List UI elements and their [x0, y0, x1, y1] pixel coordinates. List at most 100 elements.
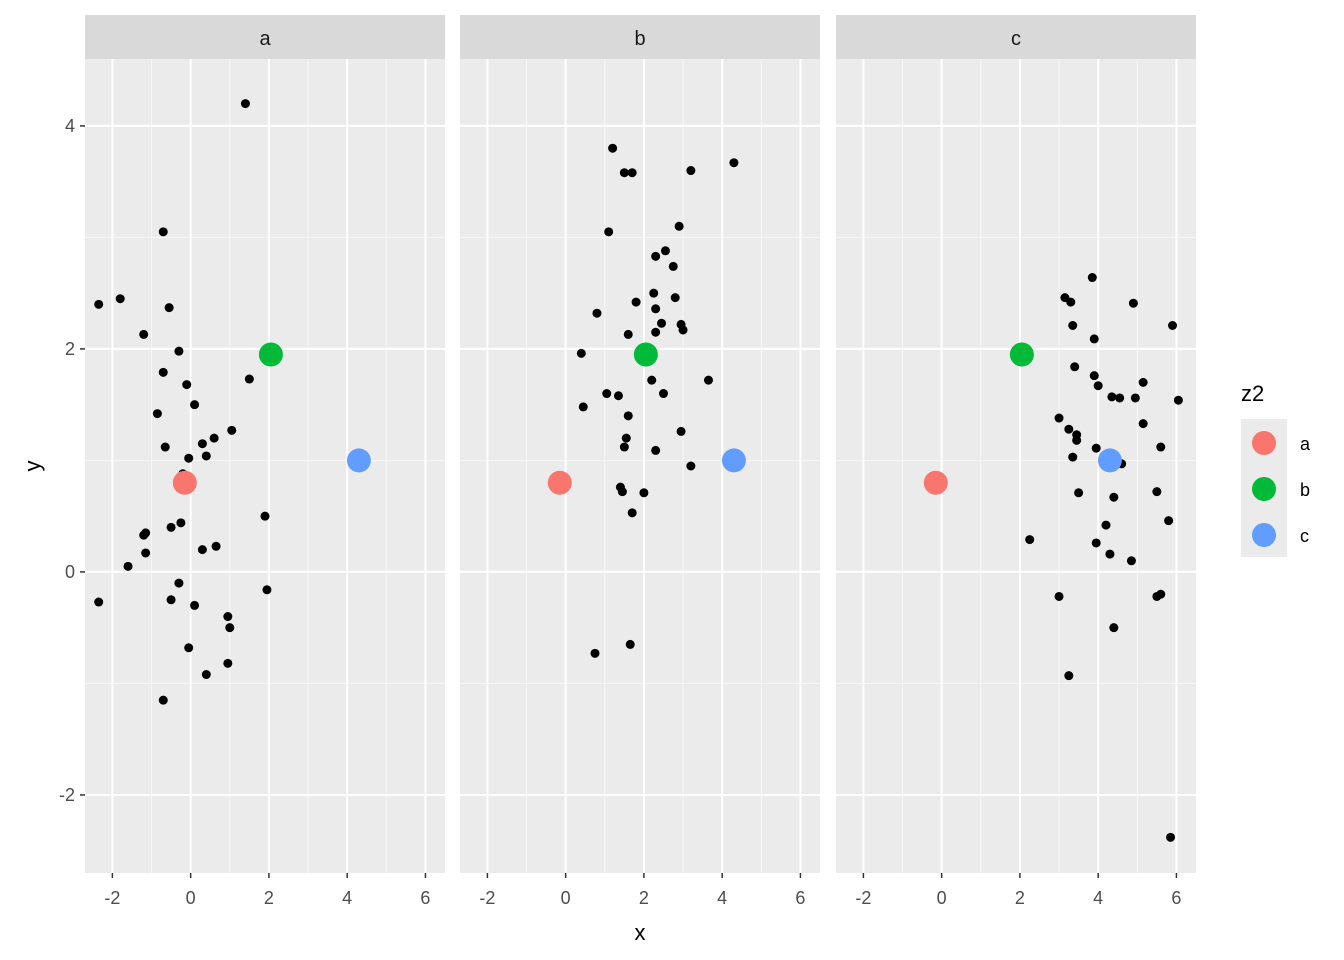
- data-point: [1173, 395, 1183, 405]
- x-tick-label: 6: [795, 888, 805, 908]
- data-point: [240, 99, 250, 109]
- data-point: [1054, 591, 1064, 601]
- data-point: [141, 548, 151, 558]
- strip-label-c: c: [1011, 28, 1021, 50]
- data-point: [623, 411, 633, 421]
- data-point: [190, 600, 200, 610]
- panel-background-c: [836, 59, 1196, 873]
- data-point: [623, 329, 633, 339]
- data-point: [158, 227, 168, 237]
- data-point: [676, 426, 686, 436]
- x-tick-label: 0: [937, 888, 947, 908]
- data-point: [166, 522, 176, 532]
- data-point: [201, 451, 211, 461]
- data-point: [244, 374, 254, 384]
- x-tick-label: 4: [717, 888, 727, 908]
- data-point: [674, 221, 684, 231]
- data-point: [627, 508, 637, 518]
- data-point: [625, 639, 635, 649]
- data-point: [1074, 488, 1084, 498]
- data-point: [651, 304, 661, 314]
- data-point: [164, 303, 174, 313]
- legend-title: z2: [1241, 381, 1264, 406]
- strip-label-b: b: [634, 28, 645, 50]
- data-point: [651, 445, 661, 455]
- data-point: [139, 329, 149, 339]
- data-point: [1156, 442, 1166, 452]
- centroid-point-b: [1009, 342, 1034, 367]
- data-point: [1101, 520, 1111, 530]
- data-point: [176, 518, 186, 528]
- x-tick-label: -2: [855, 888, 871, 908]
- data-point: [174, 346, 184, 356]
- legend-key-a: [1252, 431, 1276, 455]
- centroid-point-a: [547, 470, 572, 495]
- data-point: [604, 227, 614, 237]
- data-point: [1126, 556, 1136, 566]
- data-point: [576, 348, 586, 358]
- data-point: [1152, 591, 1162, 601]
- x-tick-label: 6: [420, 888, 430, 908]
- data-point: [158, 367, 168, 377]
- centroid-point-b: [258, 342, 283, 367]
- data-point: [1128, 298, 1138, 308]
- data-point: [1089, 371, 1099, 381]
- data-point: [1115, 393, 1125, 403]
- data-point: [613, 391, 623, 401]
- panel-background-a: [85, 59, 445, 873]
- strip-background-a: [85, 15, 445, 59]
- data-point: [1025, 535, 1035, 545]
- legend-label-b: b: [1300, 480, 1310, 500]
- data-point: [592, 308, 602, 318]
- x-tick-label: -2: [104, 888, 120, 908]
- data-point: [160, 442, 170, 452]
- data-point: [197, 439, 207, 449]
- data-point: [260, 511, 270, 521]
- data-point: [670, 293, 680, 303]
- y-tick-label: -2: [59, 785, 75, 805]
- data-point: [660, 246, 670, 256]
- data-point: [1068, 452, 1078, 462]
- data-point: [686, 461, 696, 471]
- panel-c: c -2 0 2 4 6: [836, 15, 1196, 908]
- data-point: [223, 612, 233, 622]
- data-point: [578, 402, 588, 412]
- data-point: [182, 380, 192, 390]
- data-point: [621, 433, 631, 443]
- data-point: [631, 297, 641, 307]
- data-point: [1089, 334, 1099, 344]
- x-tick-label: 2: [639, 888, 649, 908]
- centroid-point-a: [172, 470, 197, 495]
- data-point: [223, 658, 233, 668]
- data-point: [658, 389, 668, 399]
- y-tick-label: 4: [65, 116, 75, 136]
- data-point: [1091, 443, 1101, 453]
- data-point: [141, 528, 151, 538]
- x-tick-label: 2: [264, 888, 274, 908]
- data-point: [639, 488, 649, 498]
- data-point: [627, 168, 637, 178]
- data-point: [211, 541, 221, 551]
- data-point: [227, 425, 237, 435]
- centroid-point-c: [346, 448, 371, 473]
- data-point: [152, 409, 162, 419]
- legend-key-b: [1252, 477, 1276, 501]
- data-point: [608, 143, 618, 153]
- x-tick-label: 0: [186, 888, 196, 908]
- data-point: [651, 327, 661, 337]
- x-tick-label: 4: [342, 888, 352, 908]
- data-point: [184, 453, 194, 463]
- data-point: [1068, 321, 1078, 331]
- data-point: [115, 294, 125, 304]
- x-tick-label: 2: [1015, 888, 1025, 908]
- x-tick-label: 4: [1093, 888, 1103, 908]
- centroid-point-a: [923, 470, 948, 495]
- data-point: [649, 288, 659, 298]
- data-point: [590, 648, 600, 658]
- data-point: [1107, 392, 1117, 402]
- data-point: [1138, 419, 1148, 429]
- data-point: [197, 545, 207, 555]
- data-point: [190, 400, 200, 410]
- data-point: [729, 158, 739, 168]
- data-point: [1105, 549, 1115, 559]
